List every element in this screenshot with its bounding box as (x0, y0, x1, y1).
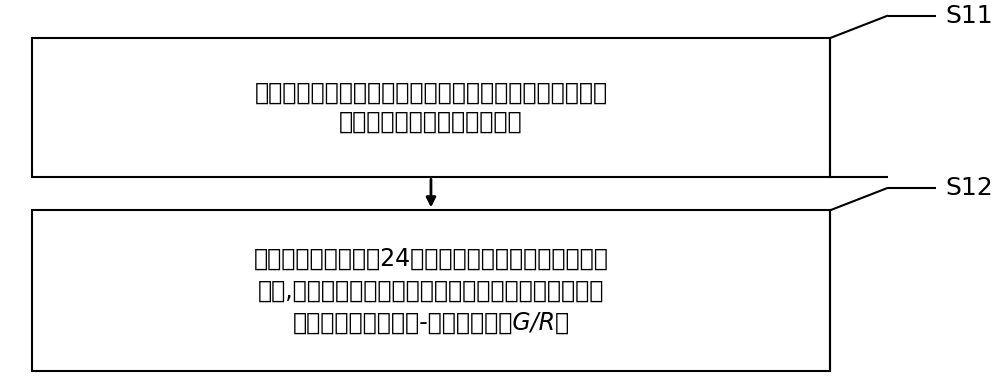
Text: S11: S11 (946, 4, 993, 28)
Text: 数据,并与原始雨量筒累积数据在同一地理坐标网格上进: 数据,并与原始雨量筒累积数据在同一地理坐标网格上进 (258, 279, 604, 303)
Text: S12: S12 (946, 176, 993, 200)
Text: 行匹配，得到雨量桶-气象雷达数据G/R对: 行匹配，得到雨量桶-气象雷达数据G/R对 (292, 310, 570, 335)
Text: 降雨强度数据累积到24小时得到原始气象雷达降水累积: 降雨强度数据累积到24小时得到原始气象雷达降水累积 (254, 247, 608, 271)
Bar (32, 38, 830, 177)
Text: 从雷达数据库中调取气象雷达反射率并转换为降雨强度，: 从雷达数据库中调取气象雷达反射率并转换为降雨强度， (254, 81, 608, 105)
Bar (32, 210, 830, 371)
Text: ，得到气象雷达降雨强度数据: ，得到气象雷达降雨强度数据 (339, 109, 523, 133)
